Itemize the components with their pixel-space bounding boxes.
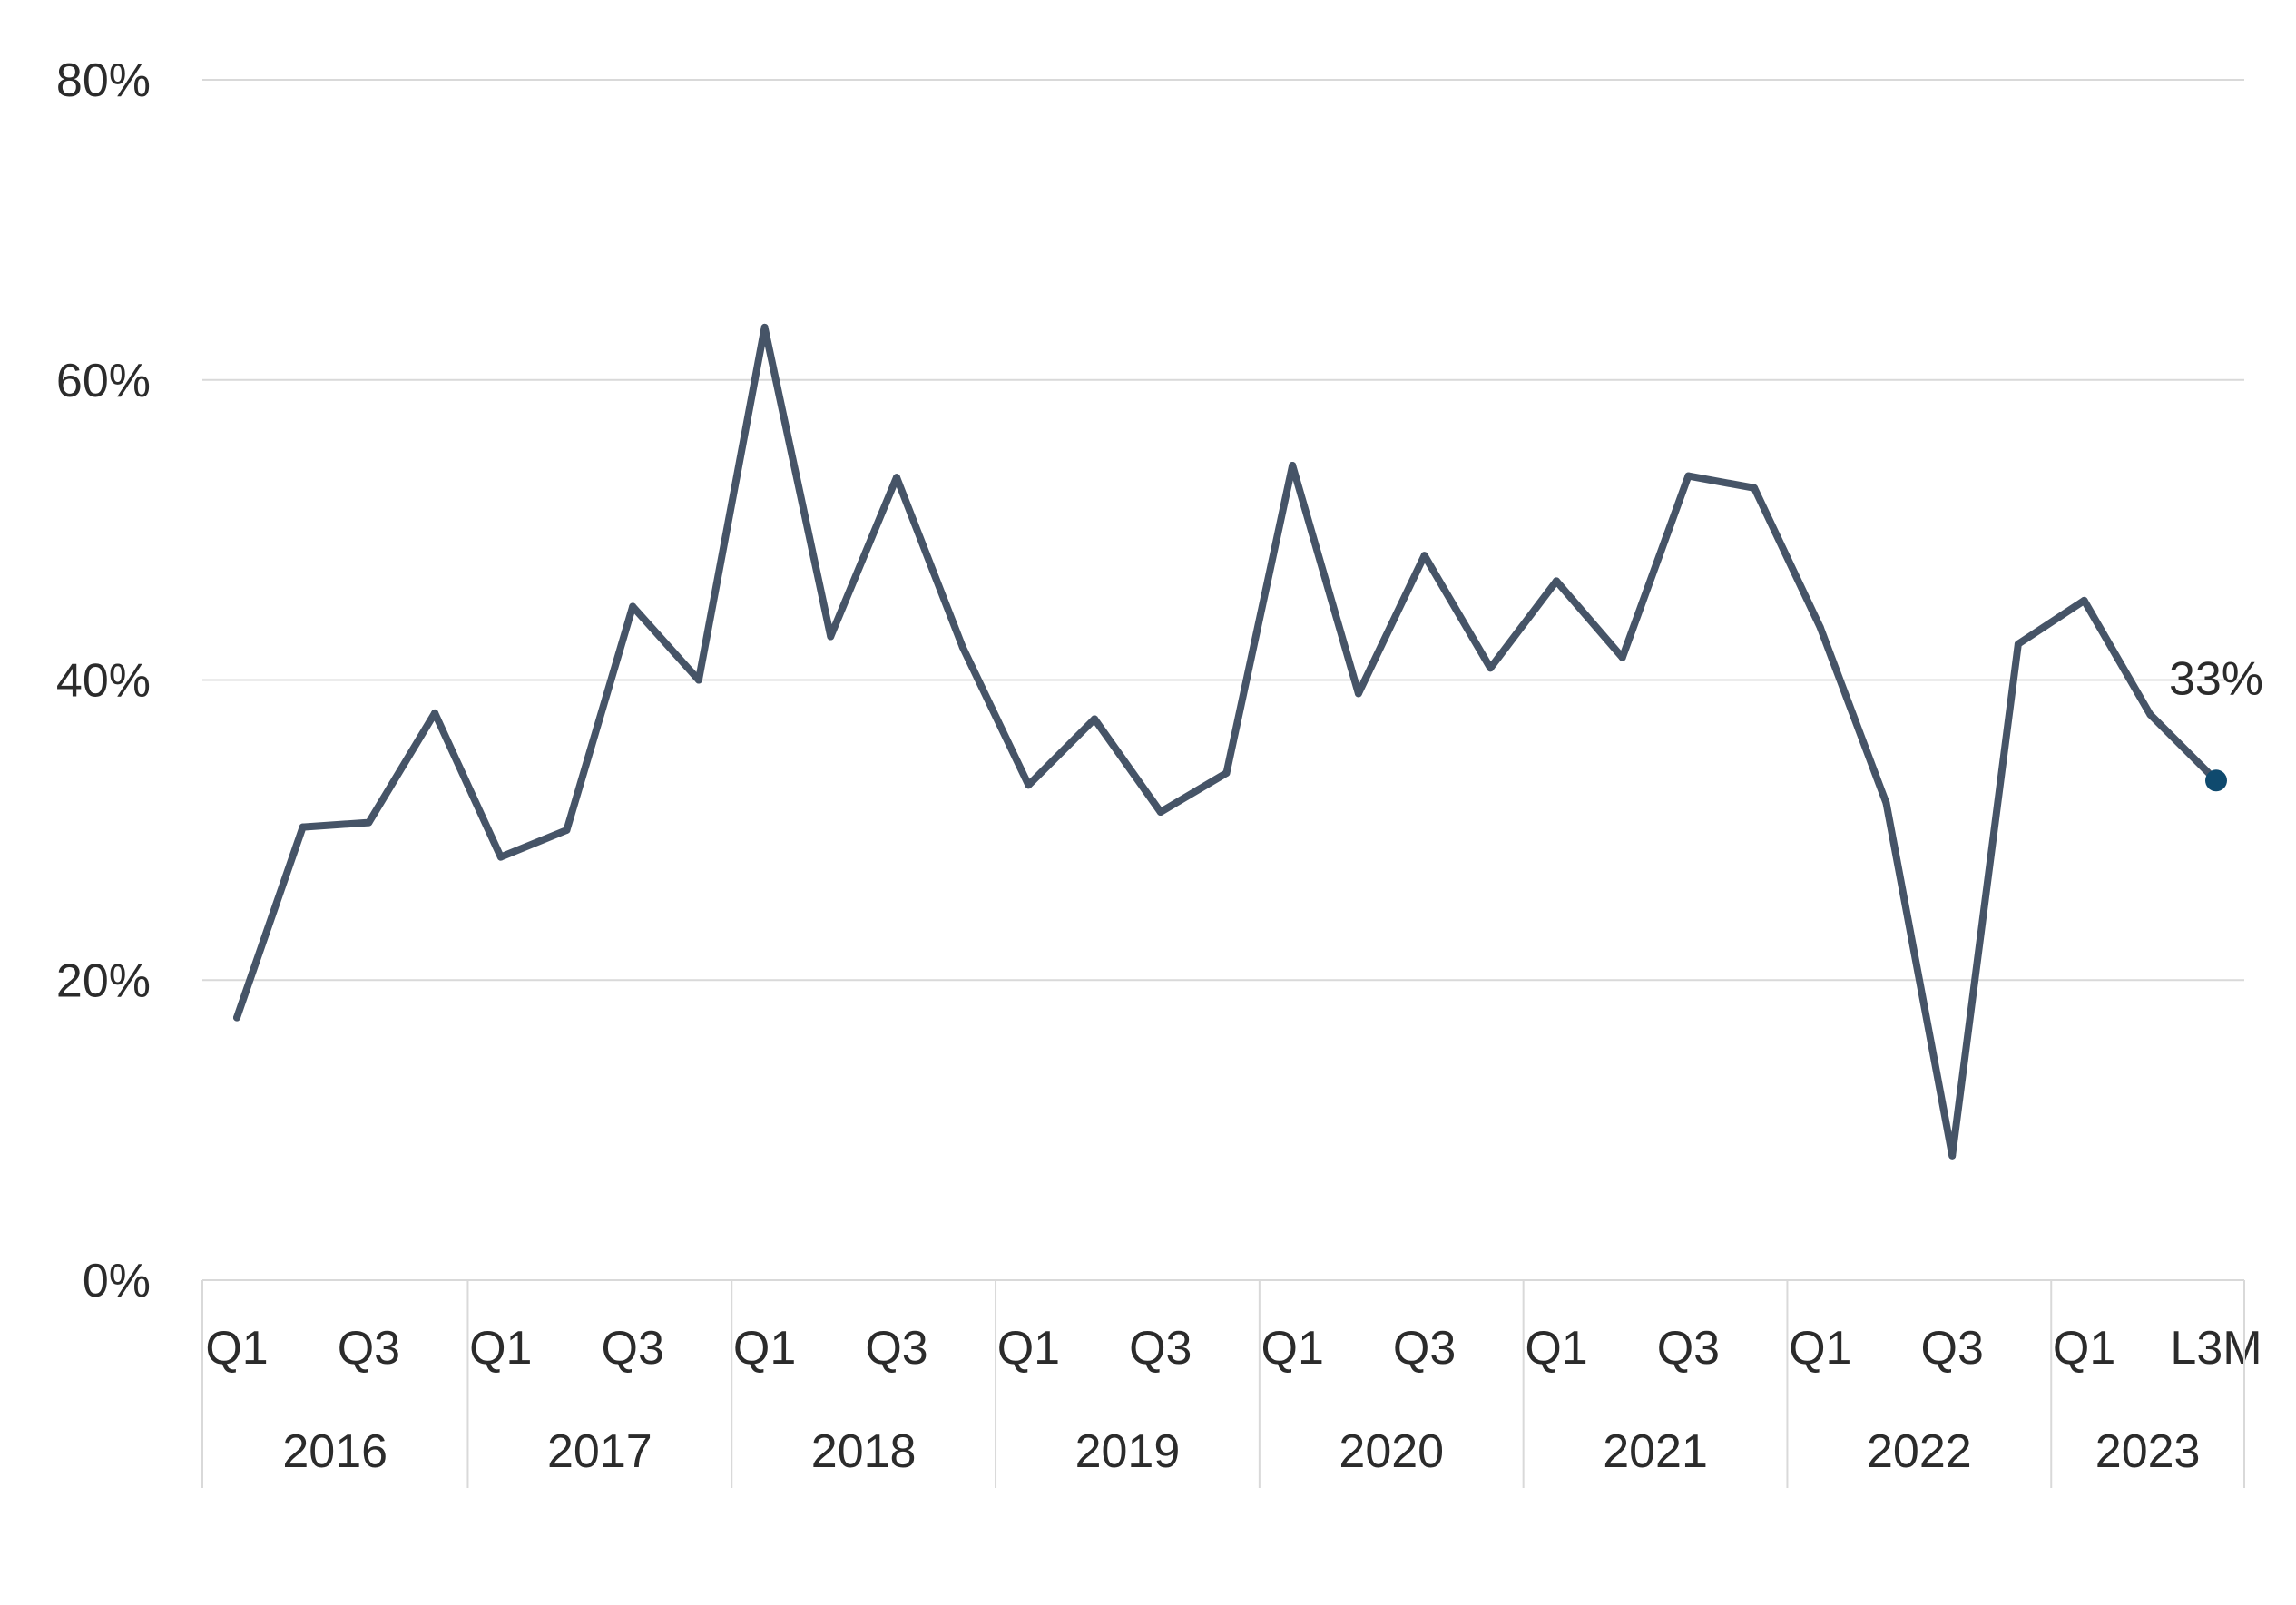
x-category-label: Q3 [602,1322,664,1375]
x-year-label: 2022 [1867,1425,1972,1478]
data-point [563,826,571,834]
data-point [365,818,373,827]
x-category-label: Q3 [1921,1322,1984,1375]
series-line [233,323,2220,1160]
data-point [1816,623,1824,631]
data-point [1684,472,1693,480]
data-point [496,853,505,861]
data-point [1420,552,1428,560]
x-category-label: Q1 [2053,1322,2115,1375]
x-category-label: Q3 [865,1322,927,1375]
data-point [1553,577,1560,585]
data-point [760,323,769,331]
data-point [1354,690,1362,698]
data-point [893,474,900,482]
data-point [1025,781,1033,789]
data-point [827,632,835,641]
y-tick-label: 60% [56,355,151,407]
x-year-label: 2023 [2095,1425,2201,1478]
x-year-label: 2020 [1339,1425,1444,1478]
y-tick-label: 40% [56,655,151,708]
data-point [233,1013,240,1022]
x-category-label: Q1 [205,1322,268,1375]
y-axis-tick-labels: 0% 20% 40% 60% 80% [56,54,151,1307]
data-points [233,323,2220,1160]
data-point [694,676,702,684]
data-point [1156,808,1164,817]
x-category-label: Q1 [1525,1322,1587,1375]
y-tick-label: 80% [56,54,151,107]
x-category-label: L3M [2170,1322,2262,1375]
gridlines [202,79,2244,982]
data-point [1289,462,1297,470]
data-point [1222,769,1231,778]
data-point [958,643,966,651]
x-category-label: Q1 [1261,1322,1324,1375]
data-point [2014,640,2022,648]
x-year-label: 2016 [282,1425,388,1478]
data-point [1618,653,1626,661]
data-point [629,602,637,611]
x-category-label: Q1 [469,1322,532,1375]
y-tick-label: 0% [83,1255,151,1307]
x-category-label: Q3 [1657,1322,1720,1375]
data-point [1751,484,1759,492]
x-category-label: Q3 [1129,1322,1192,1375]
data-point [431,709,439,717]
y-tick-label: 20% [56,954,151,1007]
x-year-label: 2019 [1075,1425,1181,1478]
end-data-label: 33% [2169,652,2263,705]
x-category-label: Q1 [1789,1322,1851,1375]
data-point [299,823,307,831]
x-category-label: Q3 [1393,1322,1456,1375]
end-point-marker [2205,769,2227,792]
x-category-label: Q1 [733,1322,796,1375]
x-year-label: 2017 [547,1425,652,1478]
x-year-label: 2021 [1603,1425,1708,1478]
data-point [2146,710,2154,719]
data-point [1487,664,1495,672]
data-point [1882,799,1890,807]
x-axis: Q1 Q3 2016 Q1 Q3 2017 Q1 Q3 2018 Q1 Q3 2019 Q1 Q3 2020… [201,1279,2262,1488]
x-category-label: Q3 [338,1322,400,1375]
x-category-label: Q1 [997,1322,1060,1375]
data-point [1948,1151,1957,1160]
data-point [1091,715,1099,723]
data-point [2080,596,2088,604]
x-year-label: 2018 [811,1425,917,1478]
